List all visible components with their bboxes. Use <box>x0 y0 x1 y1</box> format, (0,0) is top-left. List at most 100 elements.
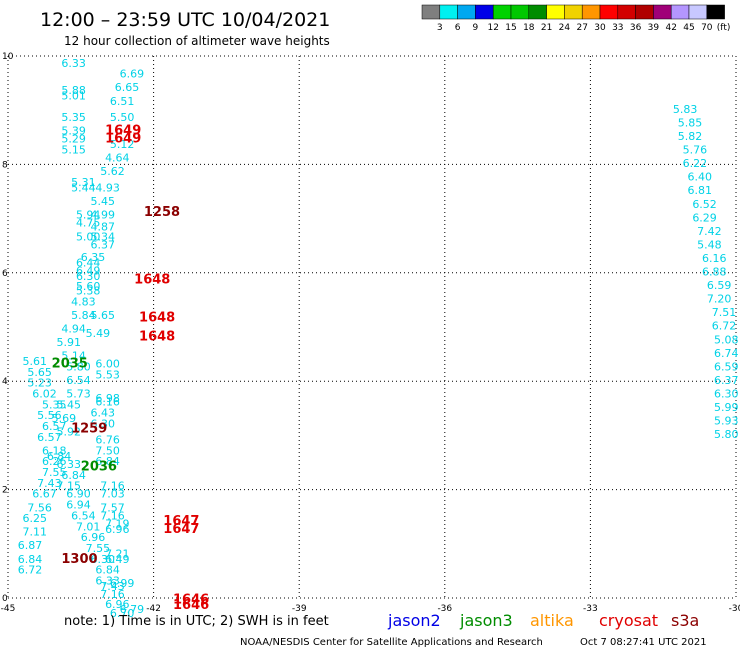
wave-height-label: 6.16 <box>95 396 120 409</box>
color-scale-swatch <box>617 4 636 20</box>
wave-height-label: 7.11 <box>23 526 47 539</box>
wave-height-labels: 6.33 6.696.65 5.885.01 6.51 5.35 5.50 5.395.29… <box>18 57 739 620</box>
wave-height-label: 5.45 <box>91 195 116 208</box>
color-scale-swatch <box>635 4 654 20</box>
color-scale-label: 18 <box>523 23 535 33</box>
time-label: 2035 <box>52 357 88 372</box>
wave-height-label: 6.30 <box>76 270 101 283</box>
wave-height-label: 6.88 <box>702 266 727 279</box>
time-label: 1259 <box>71 422 107 437</box>
wave-height-label: 6.49 <box>105 553 130 566</box>
wave-height-label: 5.34 <box>91 230 116 243</box>
wave-height-label: 5.91 <box>57 336 82 349</box>
time-label: 1647 <box>163 522 199 537</box>
wave-height-label: 6.59 <box>707 279 732 292</box>
color-scale-swatch <box>599 4 619 20</box>
wave-height-label: 5.01 <box>61 89 86 102</box>
satellite-legend-altika: altika <box>530 611 574 630</box>
wave-height-label: 4.93 <box>95 182 120 195</box>
wave-height-label: 6.49 <box>76 264 101 277</box>
y-tick-label: 2 <box>2 486 8 496</box>
satellite-legend-jason3: jason3 <box>459 611 513 630</box>
color-scale-swatch <box>475 4 494 20</box>
wave-height-label: 5.44 <box>71 182 96 195</box>
wave-height-label: 5.45 <box>57 398 82 411</box>
wave-height-label: 5.53 <box>95 368 120 381</box>
wave-height-label: 6.67 <box>32 488 57 501</box>
chart-subtitle: 12 hour collection of altimeter wave hei… <box>64 34 330 48</box>
wave-height-label: 6.00 <box>95 358 120 371</box>
wave-height-label: 5.15 <box>61 144 86 157</box>
time-label: 1258 <box>144 205 180 220</box>
wave-height-label: 6.37 <box>714 374 739 387</box>
wave-height-label: 6.30 <box>91 553 116 566</box>
wave-height-label: 5.31 <box>71 176 96 189</box>
wave-height-label: 5.50 <box>110 111 135 124</box>
wave-height-label: 6.25 <box>23 512 47 525</box>
wave-height-label: 7.57 <box>100 501 125 514</box>
time-label: 1646 <box>173 592 209 607</box>
wave-height-label: 6.72 <box>18 564 42 577</box>
color-scale-label: 36 <box>630 23 642 33</box>
wave-height-label: 5.82 <box>678 130 703 143</box>
time-label: 1646 <box>173 598 209 613</box>
wave-height-label: 5.94 <box>76 209 101 222</box>
satellite-legend-cryosat: cryosat <box>599 611 658 630</box>
wave-height-label: 5.92 <box>57 425 82 438</box>
color-scale: 3 6 9 12 15 18 21 24 27 30 33 36 39 42 45 70 (ft) <box>421 4 730 33</box>
wave-height-label: 7.43 <box>37 477 62 490</box>
wave-height-label: 4.83 <box>71 295 96 308</box>
wave-height-label: 7.55 <box>86 542 111 555</box>
wave-height-label: 5.80 <box>66 360 91 373</box>
wave-height-label: 5.08 <box>714 333 739 346</box>
color-scale-swatch <box>670 4 690 20</box>
color-scale-swatch <box>581 4 601 20</box>
wave-height-label: 5.62 <box>100 165 125 178</box>
wave-height-label: 6.33 <box>61 57 86 70</box>
wave-height-label: 6.16 <box>702 252 727 265</box>
wave-height-label: 6.43 <box>91 406 116 419</box>
wave-height-label: 6.18 <box>42 444 66 457</box>
wave-height-label: 6.26 <box>42 455 66 468</box>
x-tick-label: -33 <box>583 604 598 614</box>
wave-height-label: 7.19 <box>105 518 130 531</box>
wave-height-label: 5.12 <box>110 138 135 151</box>
x-tick-label: -36 <box>437 604 452 614</box>
time-label: 2036 <box>81 460 117 475</box>
time-label: 1300 <box>61 552 97 567</box>
wave-height-label: 6.96 <box>105 523 130 536</box>
wave-height-label: 4.99 <box>91 209 116 222</box>
chart-title: 12:00 – 23:59 UTC 10/04/2021 <box>40 9 330 31</box>
wave-height-label: 5.39 <box>61 125 86 138</box>
wave-height-label: 5.65 <box>27 366 52 379</box>
color-scale-label: 70 <box>701 23 713 33</box>
wave-height-label: 6.98 <box>95 392 120 405</box>
wave-height-label: 6.22 <box>683 157 708 170</box>
x-tick-label: -39 <box>292 604 307 614</box>
wave-height-label: 5.29 <box>61 133 86 146</box>
wave-height-label: 6.30 <box>714 387 739 400</box>
color-scale-swatch <box>457 4 476 20</box>
wave-height-label: 5.88 <box>61 84 86 97</box>
wave-height-label: 5.84 <box>71 309 96 322</box>
y-axis-ticks: 0 2 4 6 8 10 <box>2 52 14 604</box>
footer-timestamp: Oct 7 08:27:41 UTC 2021 <box>580 637 707 648</box>
wave-height-label: 6.96 <box>105 598 130 611</box>
wave-height-label: 4.75 <box>76 217 101 230</box>
wave-height-label: 6.84 <box>95 564 120 577</box>
color-scale-label: 45 <box>683 23 694 33</box>
wave-height-label: 7.16 <box>100 588 125 601</box>
wave-height-label: 5.60 <box>76 280 101 293</box>
y-tick-label: 4 <box>2 377 8 387</box>
x-tick-label: -45 <box>1 604 16 614</box>
wave-height-label: 4.94 <box>61 322 86 335</box>
wave-height-label: 6.44 <box>76 256 101 269</box>
time-label: 1647 <box>163 514 199 529</box>
wave-height-label: 7.50 <box>95 444 120 457</box>
wave-height-label: 7.43 <box>100 580 125 593</box>
color-scale-label: 27 <box>576 23 587 33</box>
wave-height-label: 6.37 <box>91 238 116 251</box>
color-scale-swatch <box>546 4 565 20</box>
